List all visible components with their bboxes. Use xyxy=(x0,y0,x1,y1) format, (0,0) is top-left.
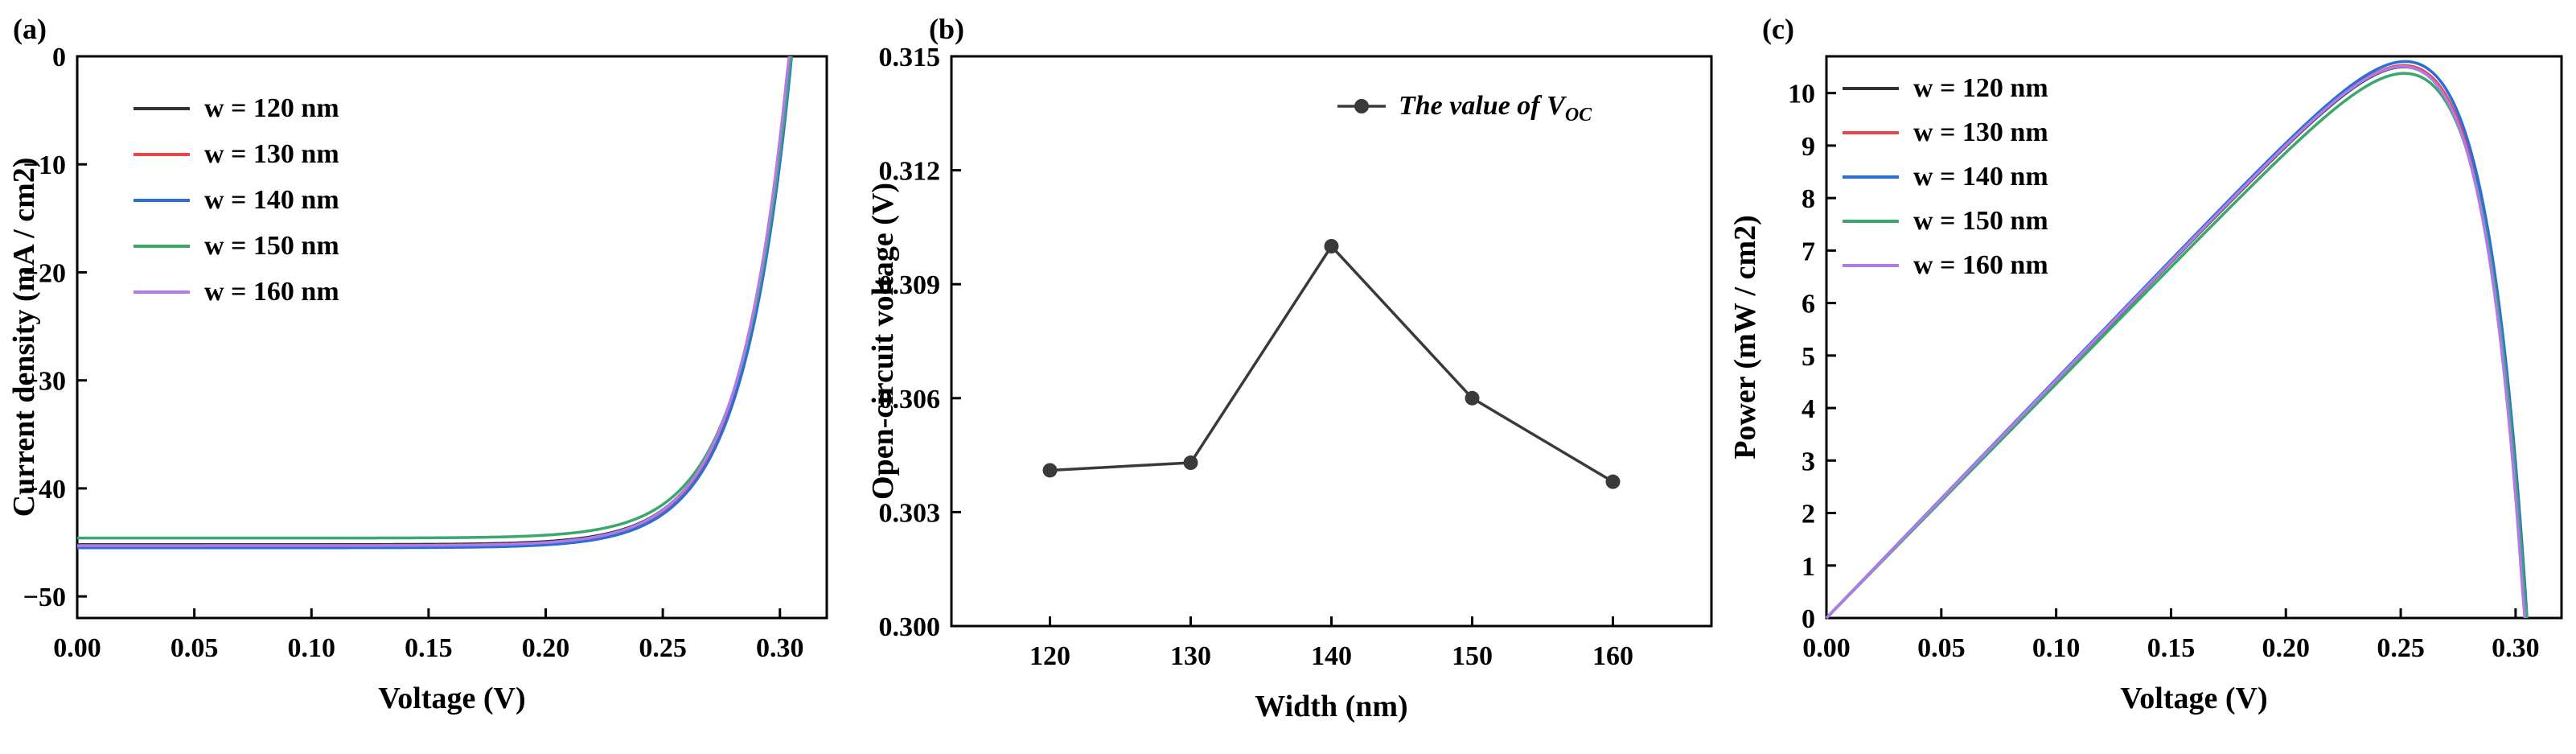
x-tick-label: 130 xyxy=(1170,641,1211,671)
data-point xyxy=(1465,390,1480,406)
y-tick-label: 0.306 xyxy=(879,385,941,414)
y-tick-label: 6 xyxy=(1802,290,1815,319)
x-tick-label: 0.00 xyxy=(53,633,101,663)
series-line-160nm xyxy=(77,56,791,547)
chart-panel-1: (a) 0.00 0.05 0.10 0.15 0.20 0.25 0.30 0 −10 −20 −3… xyxy=(7,13,828,715)
panel-label: (c) xyxy=(1762,13,1794,45)
y-tick-label: 4 xyxy=(1802,394,1815,424)
legend-entry: w = 160 nm xyxy=(1913,250,2048,280)
series-line-150nm xyxy=(1825,72,2529,620)
y-tick-label: 7 xyxy=(1802,237,1815,266)
chart-panel-3: (c) 0.00 0.05 0.10 0.15 0.20 0.25 0.30 0 1 2 3 4 5 6 7 8… xyxy=(1728,13,2563,715)
legend-entry: w = 140 nm xyxy=(204,185,339,215)
x-tick-label: 0.25 xyxy=(2377,633,2425,663)
y-tick-label: 3 xyxy=(1802,447,1815,476)
y-tick-label: 9 xyxy=(1802,132,1815,162)
plot-frame xyxy=(950,55,1713,628)
x-tick-label: 160 xyxy=(1592,641,1633,671)
x-tick-label: 0.00 xyxy=(1802,633,1851,663)
legend-marker xyxy=(1354,99,1369,113)
y-tick-label: −40 xyxy=(23,475,66,505)
legend-text-main: The value of V xyxy=(1399,91,1567,121)
series-line-160nm xyxy=(1825,64,2527,620)
x-axis-label: Voltage (V) xyxy=(2120,682,2267,715)
series-line-120nm xyxy=(77,56,793,546)
x-tick-label: 0.30 xyxy=(2492,633,2540,663)
data-point xyxy=(1183,455,1198,471)
x-tick-label: 0.25 xyxy=(639,633,687,663)
y-tick-label: −10 xyxy=(23,150,66,180)
x-tick-label: 0.05 xyxy=(1917,633,1966,663)
x-axis-label: Voltage (V) xyxy=(378,682,525,715)
x-tick-label: 0.05 xyxy=(171,633,219,663)
series-line-130nm xyxy=(77,56,793,547)
panel-label: (a) xyxy=(13,13,47,45)
series-line-150nm xyxy=(77,56,794,540)
y-tick-label: 0.303 xyxy=(879,498,941,528)
legend-entry: w = 130 nm xyxy=(1913,117,2048,147)
y-tick-label: 10 xyxy=(1788,80,1815,109)
y-axis-label: Open-circuit voltage (V) xyxy=(866,183,900,500)
x-tick-label: 0.10 xyxy=(2032,633,2081,663)
y-axis-label: Power (mW / cm2) xyxy=(1728,215,1762,459)
series-line-130nm xyxy=(1825,64,2527,620)
panel-label: (b) xyxy=(929,13,964,45)
y-tick-label: 2 xyxy=(1802,500,1815,529)
x-tick-label: 0.10 xyxy=(288,633,336,663)
data-point xyxy=(1042,463,1058,478)
y-tick-label: 0.309 xyxy=(879,270,941,300)
y-tick-label: 0.300 xyxy=(879,612,941,642)
y-tick-label: −50 xyxy=(23,583,66,612)
x-tick-label: 150 xyxy=(1452,641,1493,671)
legend-entry: w = 130 nm xyxy=(204,139,339,169)
x-tick-label: 0.15 xyxy=(2147,633,2196,663)
y-tick-label: −20 xyxy=(23,258,66,288)
plot-frame xyxy=(1825,55,2563,620)
series-line-140nm xyxy=(77,56,794,550)
x-tick-label: 120 xyxy=(1029,641,1070,671)
y-tick-label: 0.315 xyxy=(879,43,941,72)
legend-entry: w = 120 nm xyxy=(204,93,339,123)
x-tick-label: 0.20 xyxy=(2262,633,2311,663)
legend-entry: w = 140 nm xyxy=(1913,162,2048,192)
y-axis-label: Current density (mA / cm2) xyxy=(7,158,41,517)
legend-text-sub: OC xyxy=(1565,105,1592,126)
x-tick-label: 0.15 xyxy=(405,633,453,663)
legend-entry: The value of VOC xyxy=(1399,91,1592,126)
legend-entry: w = 120 nm xyxy=(1913,73,2048,103)
series-line-voc xyxy=(1050,244,1614,484)
data-point xyxy=(1324,239,1339,253)
x-tick-label: 0.30 xyxy=(756,633,804,663)
y-tick-label: 0.312 xyxy=(879,157,941,187)
legend-entry: w = 150 nm xyxy=(1913,206,2048,236)
legend-entry: w = 150 nm xyxy=(204,231,339,261)
y-tick-label: 0 xyxy=(52,43,66,72)
y-tick-label: 0 xyxy=(1802,604,1815,634)
series-line-120nm xyxy=(1825,65,2527,620)
x-tick-label: 140 xyxy=(1311,641,1352,671)
y-tick-label: 5 xyxy=(1802,342,1815,372)
y-tick-label: −30 xyxy=(23,367,66,397)
chart-panel-2: (b) 120 130 140 150 160 0.300 0.303 0.306 0.309 0.… xyxy=(866,13,1713,723)
x-axis-label: Width (nm) xyxy=(1255,690,1407,723)
data-point xyxy=(1605,474,1621,489)
x-tick-label: 0.20 xyxy=(522,633,570,663)
y-tick-label: 1 xyxy=(1802,552,1815,582)
legend-entry: w = 160 nm xyxy=(204,277,339,307)
plot-frame xyxy=(76,55,828,620)
y-tick-label: 8 xyxy=(1802,184,1815,214)
